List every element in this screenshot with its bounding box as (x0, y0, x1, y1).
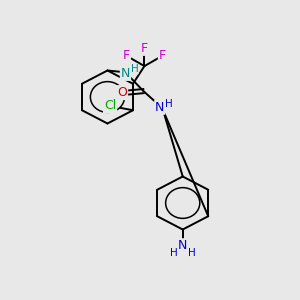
Text: H: H (170, 248, 177, 258)
Text: Cl: Cl (104, 99, 116, 112)
Text: O: O (117, 86, 127, 99)
Text: H: H (131, 64, 139, 74)
Text: F: F (141, 42, 148, 55)
Text: F: F (159, 49, 166, 62)
Text: N: N (155, 101, 164, 114)
Text: N: N (121, 67, 130, 80)
Text: H: H (165, 99, 173, 109)
Text: N: N (178, 239, 188, 252)
Text: H: H (188, 248, 196, 258)
Text: F: F (123, 49, 130, 62)
